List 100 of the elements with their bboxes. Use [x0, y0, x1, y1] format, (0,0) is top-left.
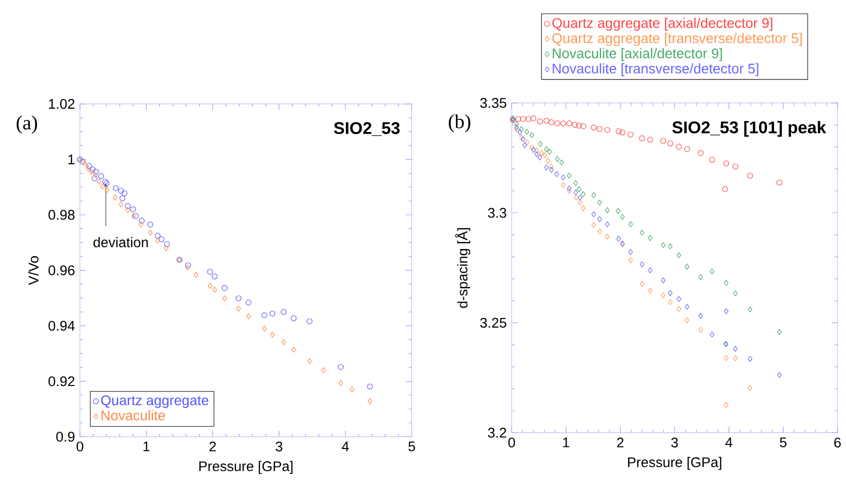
point — [154, 232, 160, 239]
point — [581, 205, 586, 212]
point — [138, 222, 144, 228]
point — [92, 168, 99, 175]
x-tick-label: 2 — [210, 442, 216, 452]
point — [597, 200, 602, 206]
x-tick-label: 0 — [76, 442, 84, 452]
point — [640, 262, 644, 268]
point — [212, 274, 218, 280]
point — [660, 138, 666, 144]
x-axis-title: Pressure [GPa] — [199, 461, 292, 474]
point — [581, 191, 586, 198]
point — [566, 120, 572, 126]
point — [530, 132, 534, 138]
legend-label: Quartz aggregate [axial/dectector 9] — [552, 18, 772, 31]
point — [158, 236, 164, 242]
point — [628, 132, 634, 138]
point — [321, 367, 326, 374]
point — [616, 236, 621, 242]
y-tick-label: 1.02 — [49, 99, 74, 110]
point — [567, 186, 572, 192]
annotation: SIO2_53 [101] peak — [672, 121, 826, 137]
point — [291, 346, 296, 353]
point — [544, 164, 549, 170]
point — [777, 329, 782, 336]
point — [90, 166, 96, 172]
point — [591, 192, 596, 198]
point — [112, 194, 118, 200]
y-tick-label: 0.92 — [48, 376, 74, 386]
point — [555, 156, 560, 162]
point — [748, 306, 752, 312]
point — [554, 171, 560, 178]
y-tick-label: 0.96 — [48, 266, 74, 276]
x-tick-label: 5 — [408, 442, 416, 452]
point — [591, 211, 596, 218]
point — [648, 235, 652, 242]
point — [519, 126, 524, 132]
point — [100, 184, 105, 190]
point — [684, 146, 690, 152]
point — [698, 313, 703, 319]
point — [776, 180, 782, 186]
point — [620, 130, 626, 136]
x-axis-title: Pressure [GPa] — [628, 457, 722, 470]
point — [185, 262, 192, 268]
point — [724, 308, 728, 314]
point — [138, 218, 145, 224]
point — [639, 136, 645, 142]
x-tick-label: 5 — [780, 438, 786, 448]
point — [131, 213, 136, 220]
point — [338, 380, 343, 386]
legend-label: Novaculite [transverse/detector 5] — [552, 63, 758, 76]
point — [549, 164, 554, 170]
point — [676, 252, 682, 258]
point — [539, 150, 544, 156]
point — [368, 398, 372, 404]
text: (b) — [448, 114, 470, 133]
point — [522, 142, 527, 148]
point — [86, 166, 90, 172]
point — [604, 127, 610, 134]
point — [591, 222, 596, 228]
point — [724, 280, 728, 286]
point — [554, 120, 560, 126]
point — [748, 385, 752, 391]
point — [155, 238, 160, 244]
point — [732, 164, 738, 170]
point — [560, 120, 566, 126]
point — [710, 332, 714, 338]
point — [777, 372, 782, 378]
point — [580, 123, 586, 130]
point — [628, 258, 633, 264]
point — [212, 286, 217, 293]
x-tick-label: 1 — [563, 438, 570, 448]
x-tick-label: 0 — [508, 438, 516, 448]
x-tick-label: 4 — [725, 438, 732, 448]
point — [270, 332, 275, 338]
point — [561, 182, 566, 188]
point — [530, 116, 536, 122]
point — [547, 148, 552, 155]
point — [92, 172, 98, 178]
x-tick-label: 6 — [834, 438, 841, 448]
point — [590, 124, 597, 131]
point — [147, 222, 154, 228]
point — [660, 292, 666, 298]
point — [531, 147, 536, 153]
point — [597, 228, 602, 235]
point — [640, 280, 644, 287]
point — [164, 242, 170, 248]
point — [208, 283, 212, 289]
point — [367, 384, 373, 390]
point — [548, 120, 554, 126]
x-tick-label: 3 — [671, 438, 678, 448]
point — [515, 116, 522, 122]
y-tick-label: 0.9 — [56, 432, 74, 442]
point — [616, 208, 620, 214]
point — [722, 186, 728, 192]
point — [222, 296, 227, 302]
point — [132, 213, 139, 220]
point — [350, 386, 354, 393]
x-tick-label: 1 — [143, 442, 150, 452]
point — [668, 244, 672, 250]
